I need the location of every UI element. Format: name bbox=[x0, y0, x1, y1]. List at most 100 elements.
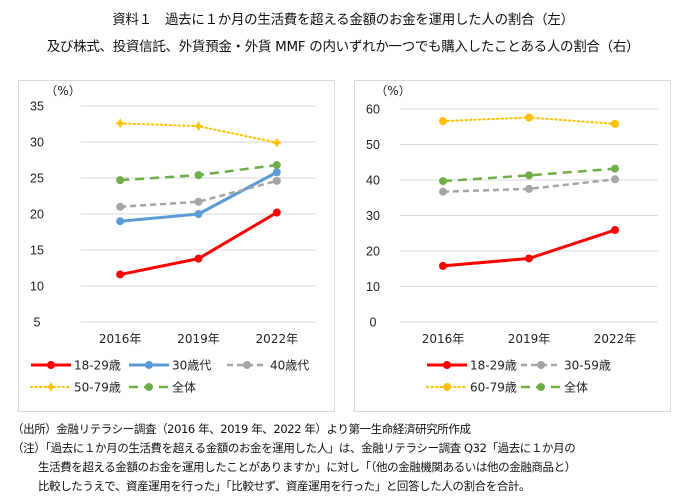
legend-marker bbox=[243, 361, 251, 369]
data-point bbox=[611, 164, 619, 173]
right-line-chart: （%） 0 10 20 30 40 50 60 2016年 2019年 2022年 18-29歳 30-… bbox=[366, 84, 658, 395]
y-tick-label: 25 bbox=[30, 172, 44, 186]
legend-marker bbox=[145, 361, 153, 369]
x-tick-label: 2016年 bbox=[99, 332, 142, 346]
legend-marker bbox=[443, 361, 451, 369]
data-point bbox=[611, 175, 619, 184]
data-point bbox=[272, 161, 281, 170]
y-tick-label: 10 bbox=[30, 280, 44, 294]
footnotes: （出所）金融リテラシー調査（2016 年、2019 年、2022 年）より第一生… bbox=[12, 420, 682, 496]
series-30-59歳 bbox=[439, 175, 619, 196]
data-point bbox=[525, 113, 533, 122]
legend-label: 全体 bbox=[564, 380, 588, 395]
data-point bbox=[439, 261, 447, 270]
x-tick-label: 2019年 bbox=[508, 332, 551, 346]
series-全体 bbox=[439, 164, 619, 186]
data-point bbox=[194, 254, 203, 263]
series-18-29歳 bbox=[116, 208, 281, 279]
y-tick-label: 60 bbox=[366, 103, 380, 117]
series-line bbox=[442, 178, 616, 193]
data-point bbox=[272, 208, 281, 217]
legend-label: 50-79歳 bbox=[74, 381, 121, 395]
y-tick-label: 50 bbox=[366, 138, 380, 152]
legend-item: 30-59歳 bbox=[521, 359, 611, 373]
legend-marker bbox=[537, 361, 545, 369]
source-note: （出所）金融リテラシー調査（2016 年、2019 年、2022 年）より第一生… bbox=[12, 422, 471, 436]
legend-item: 全体 bbox=[521, 380, 588, 395]
data-point bbox=[272, 176, 281, 185]
legend-item: 30歳代 bbox=[129, 359, 211, 373]
data-point bbox=[439, 117, 447, 126]
series-40歳代 bbox=[116, 176, 281, 211]
data-point bbox=[116, 176, 125, 185]
series-60-79歳 bbox=[439, 113, 619, 128]
data-point bbox=[611, 226, 619, 235]
legend-marker bbox=[537, 383, 545, 391]
y-tick-label: 35 bbox=[30, 100, 44, 114]
legend-label: 18-29歳 bbox=[74, 359, 121, 373]
series-30歳代 bbox=[116, 168, 281, 226]
legend-marker bbox=[46, 382, 56, 392]
data-point bbox=[525, 254, 533, 263]
legend-item: 全体 bbox=[129, 380, 196, 395]
data-point bbox=[193, 121, 204, 132]
data-point bbox=[611, 119, 619, 128]
series-50-79歳 bbox=[115, 118, 282, 148]
chart-title-line2: 及び株式、投資信託、外貨預金・外貨 MMF の内いずれか一つでも購入したことある… bbox=[46, 39, 640, 55]
y-tick-label: 5 bbox=[34, 316, 41, 330]
series-line bbox=[442, 167, 616, 183]
data-point bbox=[271, 137, 282, 148]
legend-item: 40歳代 bbox=[227, 359, 309, 373]
y-tick-label: 10 bbox=[366, 280, 380, 294]
data-point bbox=[194, 210, 203, 218]
data-point bbox=[194, 171, 203, 180]
left-chart-frame: （%） 5 10 15 20 25 30 35 2016年 2019年 2022年 18-29歳 30歳… bbox=[18, 80, 335, 412]
x-tick-label: 2022年 bbox=[256, 332, 299, 346]
y-tick-label: 30 bbox=[366, 209, 380, 223]
data-point bbox=[525, 171, 533, 180]
data-point bbox=[194, 197, 203, 206]
x-tick-label: 2016年 bbox=[422, 332, 465, 346]
note-line-3: 比較したうえで、資産運用を行った」「比較せず、資産運用を行った」と回答した人の割… bbox=[38, 479, 531, 493]
data-point bbox=[115, 118, 126, 129]
legend-item: 50-79歳 bbox=[30, 381, 121, 395]
legend-item: 18-29歳 bbox=[31, 359, 121, 373]
legend-label: 30歳代 bbox=[172, 359, 211, 373]
y-unit-label: （%） bbox=[45, 84, 80, 98]
data-point bbox=[439, 177, 447, 186]
y-unit-label: （%） bbox=[375, 84, 410, 98]
legend-label: 30-59歳 bbox=[564, 359, 611, 373]
chart-title-line1: 資料１ 過去に１か月の生活費を超える金額のお金を運用した人の割合（左） bbox=[112, 12, 574, 28]
right-chart-frame: （%） 0 10 20 30 40 50 60 2016年 2019年 2022年 18-29歳 30-… bbox=[354, 80, 671, 412]
x-tick-label: 2019年 bbox=[177, 332, 220, 346]
data-point bbox=[116, 202, 125, 211]
series-line bbox=[120, 179, 278, 209]
series-全体 bbox=[116, 161, 281, 185]
legend-label: 40歳代 bbox=[270, 359, 309, 373]
legend-label: 18-29歳 bbox=[470, 359, 517, 373]
series-line bbox=[119, 211, 278, 276]
legend-marker bbox=[145, 383, 153, 391]
data-point bbox=[525, 184, 533, 193]
legend-marker bbox=[443, 383, 451, 391]
data-point bbox=[272, 168, 281, 177]
data-point bbox=[116, 270, 125, 279]
note-line-2: 生活費を超える金額のお金を運用したことがありますか」に対し「（他の金融機関あるい… bbox=[38, 460, 576, 474]
y-tick-label: 40 bbox=[366, 174, 380, 188]
legend-label: 全体 bbox=[172, 380, 196, 395]
left-line-chart: （%） 5 10 15 20 25 30 35 2016年 2019年 2022年 18-29歳 30歳… bbox=[30, 84, 316, 395]
y-tick-label: 0 bbox=[370, 316, 377, 330]
legend-item: 60-79歳 bbox=[426, 381, 517, 395]
y-tick-label: 20 bbox=[366, 245, 380, 259]
note-line-1: （注）「過去に１か月の生活費を超える金額のお金を運用した人」は、金融リテラシー調… bbox=[12, 441, 576, 455]
y-tick-label: 15 bbox=[30, 244, 44, 258]
legend-label: 60-79歳 bbox=[470, 381, 517, 395]
y-tick-label: 20 bbox=[30, 208, 44, 222]
series-18-29歳 bbox=[439, 226, 619, 270]
data-point bbox=[116, 217, 125, 226]
data-point bbox=[439, 187, 447, 196]
legend-marker bbox=[47, 361, 55, 369]
legend-item: 18-29歳 bbox=[427, 359, 517, 373]
x-tick-label: 2022年 bbox=[594, 332, 637, 346]
y-tick-label: 30 bbox=[30, 136, 44, 150]
